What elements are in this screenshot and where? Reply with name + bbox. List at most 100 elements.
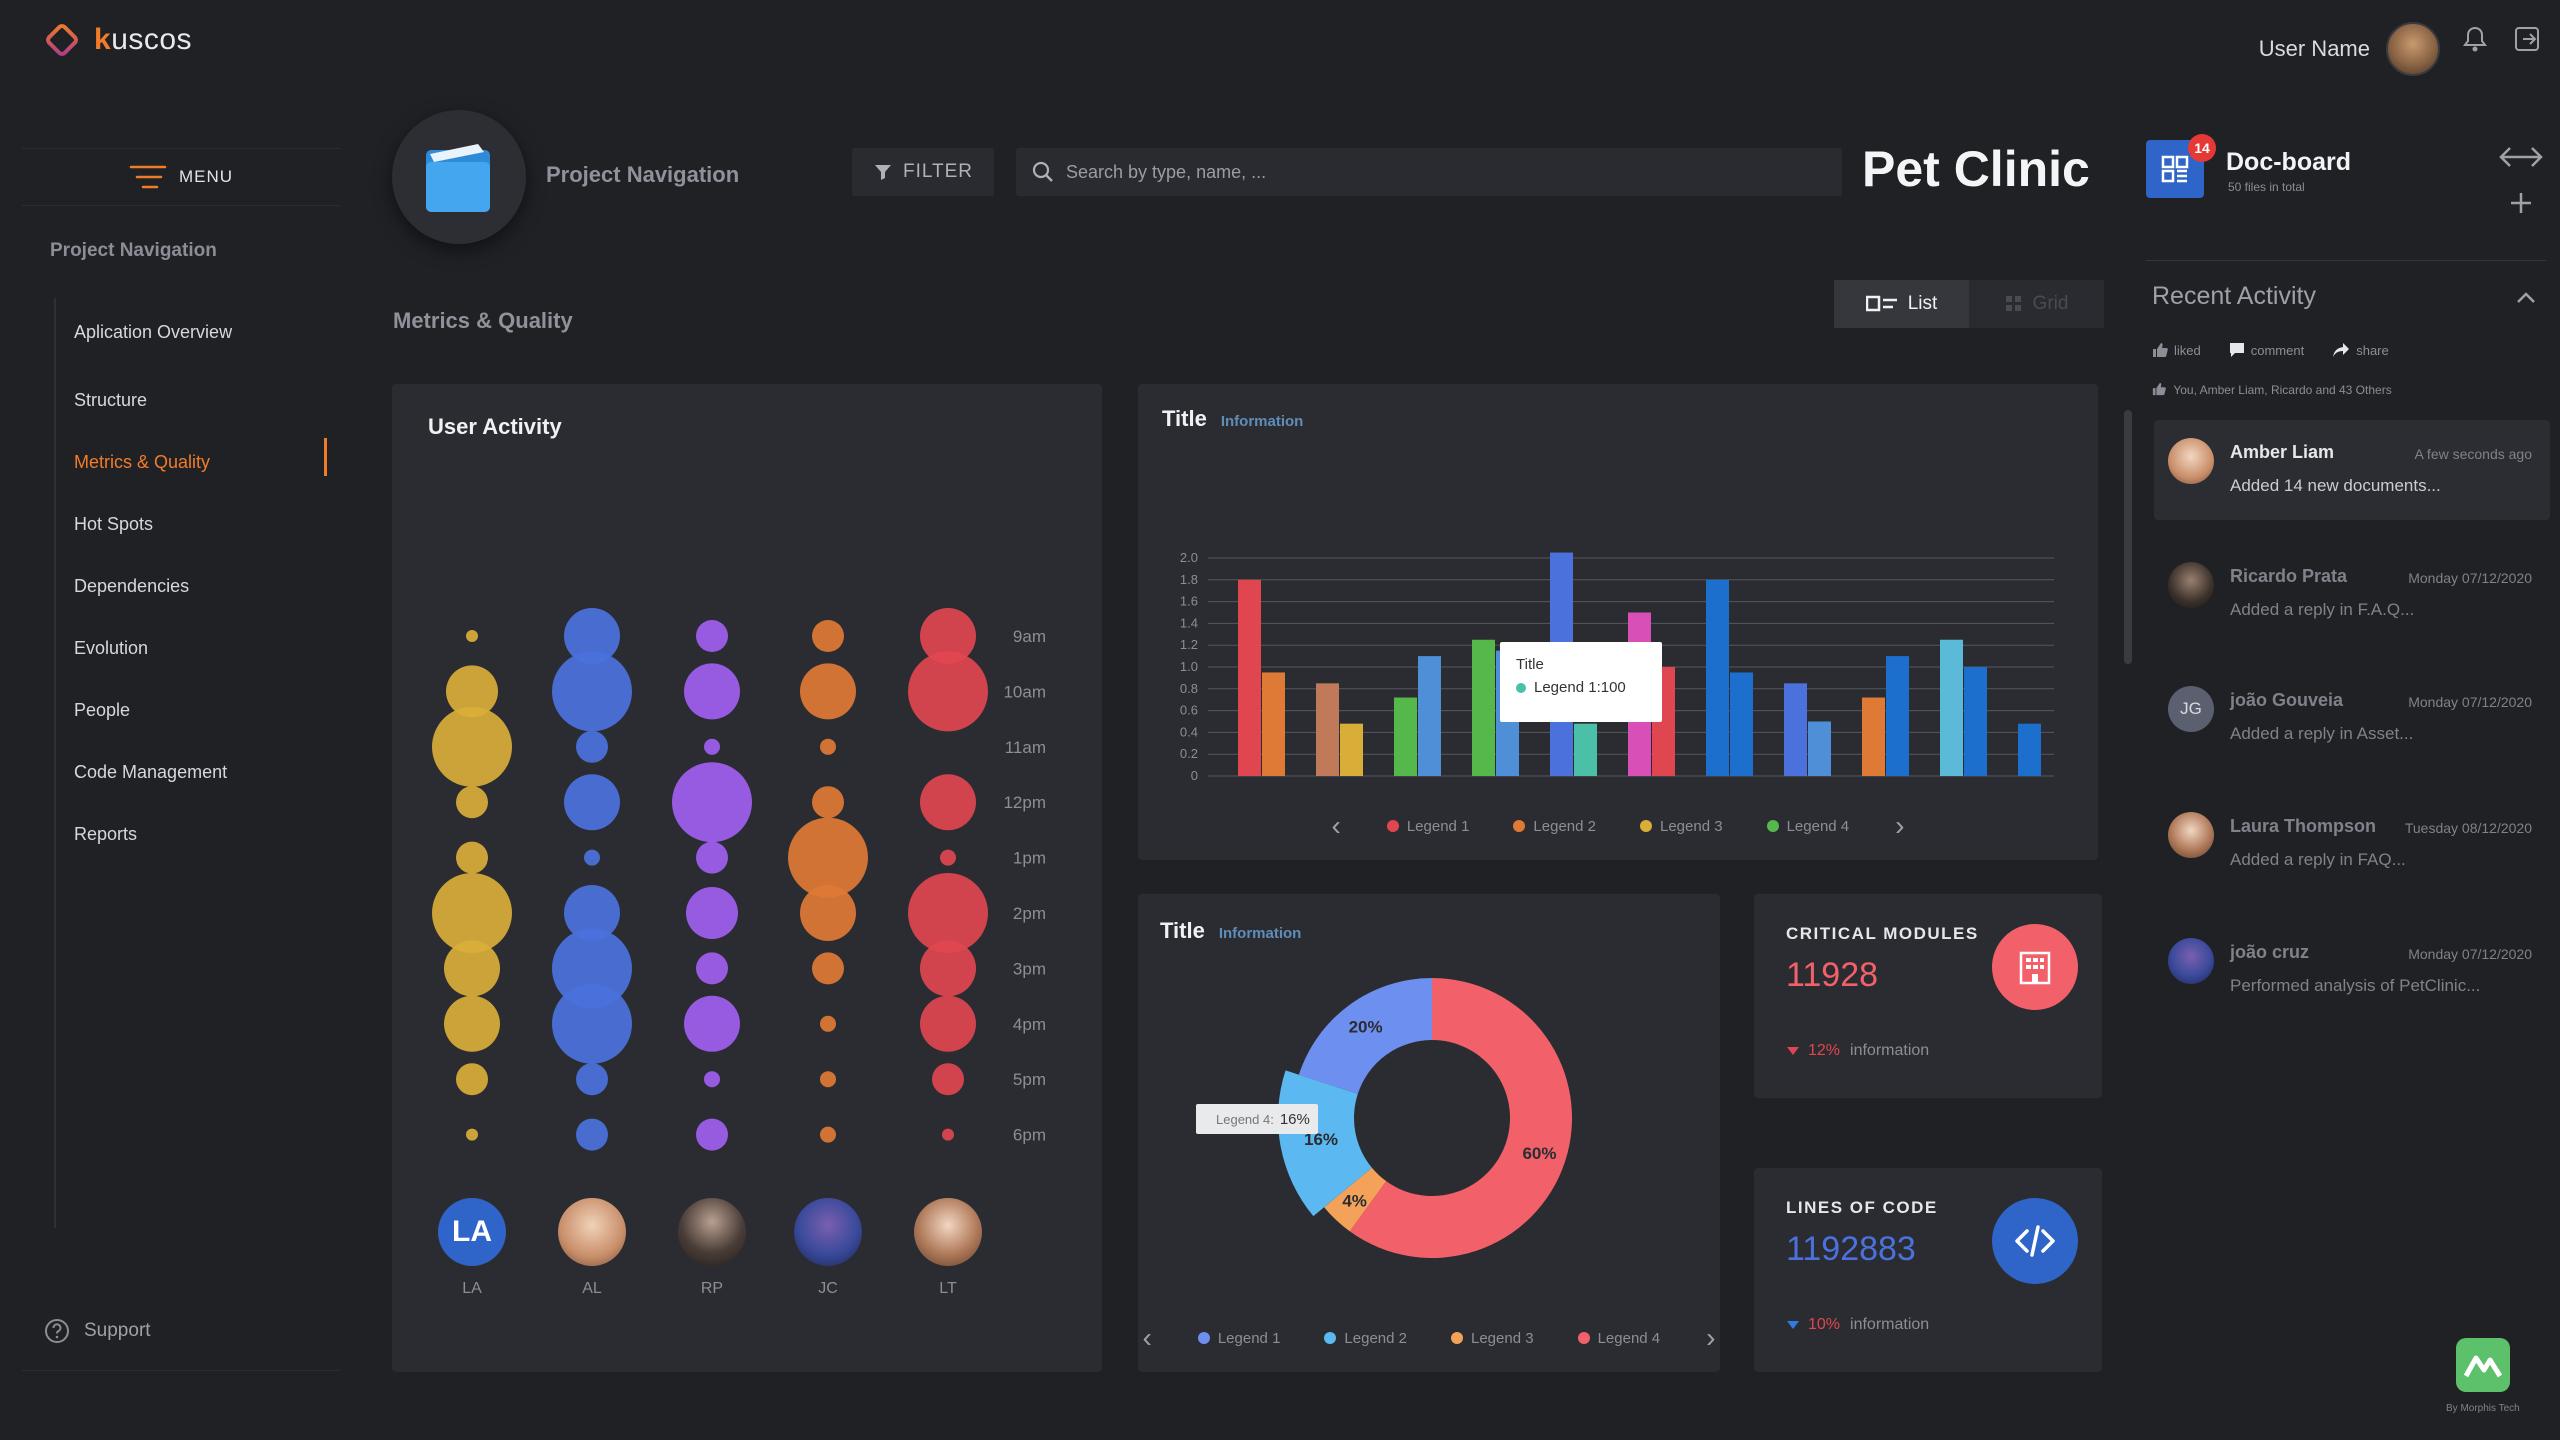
activity-bubble[interactable] — [696, 620, 728, 652]
bar[interactable] — [1730, 672, 1753, 776]
bar[interactable] — [1262, 672, 1285, 776]
activity-bubble[interactable] — [576, 730, 608, 763]
sidebar-item-code-management[interactable]: Code Management — [74, 762, 228, 782]
activity-bubble[interactable] — [696, 1118, 728, 1151]
activity-bubble[interactable] — [696, 841, 728, 874]
support-link[interactable]: Support — [44, 1318, 151, 1344]
legend-next-icon[interactable]: › — [1706, 1322, 1716, 1353]
search-input[interactable] — [1066, 161, 1826, 183]
activity-bubble[interactable] — [800, 663, 856, 720]
expand-horizontal-icon[interactable] — [2498, 142, 2544, 172]
activity-bubble[interactable] — [564, 608, 620, 664]
activity-bubble[interactable] — [788, 817, 868, 898]
activity-bubble[interactable] — [932, 1063, 964, 1096]
legend-item[interactable]: Legend 3 — [1640, 818, 1723, 835]
menu-toggle[interactable]: MENU — [22, 148, 340, 206]
sidebar-item-aplication-overview[interactable]: Aplication Overview — [74, 322, 233, 342]
activity-bubble[interactable] — [466, 630, 478, 642]
user-avatar-rp[interactable] — [678, 1198, 746, 1266]
grid-view-button[interactable]: Grid — [1969, 280, 2104, 328]
activity-bubble[interactable] — [552, 651, 632, 732]
bar[interactable] — [1784, 683, 1807, 776]
chevron-up-icon[interactable] — [2516, 290, 2536, 304]
sidebar-item-structure[interactable]: Structure — [74, 390, 148, 410]
lines-of-code-card[interactable]: LINES OF CODE 1192883 10% information — [1754, 1168, 2102, 1372]
donut-slice[interactable] — [1298, 978, 1432, 1094]
bar[interactable] — [1940, 639, 1963, 776]
activity-bubble[interactable] — [920, 995, 976, 1052]
activity-bubble[interactable] — [456, 786, 488, 819]
user-avatar-jc[interactable] — [794, 1198, 862, 1266]
activity-bubble[interactable] — [696, 952, 728, 985]
project-icon-badge[interactable] — [392, 110, 526, 244]
activity-bubble[interactable] — [920, 774, 976, 831]
activity-item[interactable]: Ricardo Prata Monday 07/12/2020 Added a re… — [2154, 544, 2550, 644]
app-logo[interactable]: kuscos — [42, 20, 192, 60]
activity-bubble[interactable] — [576, 1063, 608, 1096]
legend-next-icon[interactable]: › — [1895, 810, 1905, 841]
activity-bubble[interactable] — [432, 706, 512, 787]
activity-item[interactable]: JG joão Gouveia Monday 07/12/2020 Added a r… — [2154, 668, 2550, 768]
activity-bubble[interactable] — [456, 1063, 488, 1096]
activity-bubble[interactable] — [812, 786, 844, 819]
bar[interactable] — [1472, 639, 1495, 776]
bar[interactable] — [1340, 723, 1363, 776]
activity-bubble[interactable] — [908, 873, 988, 953]
legend-prev-icon[interactable]: ‹ — [1331, 810, 1341, 841]
activity-bubble[interactable] — [564, 774, 620, 831]
activity-bubble[interactable] — [800, 885, 856, 941]
activity-bubble[interactable] — [584, 849, 600, 866]
activity-bubble[interactable] — [920, 608, 976, 664]
bar[interactable] — [1574, 723, 1597, 776]
user-avatar-al[interactable] — [558, 1198, 626, 1266]
legend-item[interactable]: Legend 3 — [1451, 1330, 1534, 1347]
legend-prev-icon[interactable]: ‹ — [1142, 1322, 1152, 1353]
legend-item[interactable]: Legend 4 — [1766, 818, 1849, 835]
activity-item[interactable]: Amber Liam A few seconds ago Added 14 new … — [2154, 420, 2550, 520]
user-avatar-la[interactable]: LA — [438, 1198, 506, 1266]
critical-modules-card[interactable]: CRITICAL MODULES 11928 12% information — [1754, 894, 2102, 1098]
activity-bubble[interactable] — [446, 665, 498, 718]
activity-bubble[interactable] — [820, 1015, 836, 1032]
activity-bubble[interactable] — [466, 1128, 478, 1141]
sidebar-item-hot-spots[interactable]: Hot Spots — [74, 514, 154, 534]
donut-slice[interactable] — [1324, 1167, 1387, 1232]
activity-item[interactable]: joão cruz Monday 07/12/2020 Performed anal… — [2154, 920, 2550, 1020]
activity-bubble[interactable] — [672, 762, 752, 843]
bar[interactable] — [1238, 579, 1261, 776]
activity-bubble[interactable] — [812, 620, 844, 652]
activity-bubble[interactable] — [940, 849, 956, 866]
sidebar-item-dependencies[interactable]: Dependencies — [74, 576, 190, 596]
sidebar-item-people[interactable]: People — [74, 700, 131, 720]
activity-bubble[interactable] — [920, 940, 976, 997]
filter-button[interactable]: FILTER — [852, 148, 994, 196]
activity-bubble[interactable] — [684, 995, 740, 1052]
activity-bubble[interactable] — [686, 887, 738, 939]
activity-bubble[interactable] — [704, 1071, 720, 1088]
bar[interactable] — [1862, 697, 1885, 776]
share-action[interactable]: share — [2332, 342, 2389, 358]
activity-bubble[interactable] — [684, 663, 740, 720]
activity-bubble[interactable] — [576, 1118, 608, 1151]
bar[interactable] — [1808, 721, 1831, 777]
bar[interactable] — [1394, 697, 1417, 776]
legend-item[interactable]: Legend 2 — [1513, 818, 1596, 835]
activity-bubble[interactable] — [552, 983, 632, 1064]
list-view-button[interactable]: List — [1834, 280, 1969, 328]
activity-bubble[interactable] — [456, 841, 488, 874]
legend-item[interactable]: Legend 1 — [1386, 818, 1469, 835]
activity-bubble[interactable] — [812, 952, 844, 985]
legend-item[interactable]: Legend 2 — [1324, 1330, 1407, 1347]
bar[interactable] — [1316, 683, 1339, 776]
activity-bubble[interactable] — [820, 1071, 836, 1088]
bell-icon[interactable] — [2460, 24, 2490, 54]
activity-bubble[interactable] — [942, 1128, 954, 1141]
bar[interactable] — [1706, 579, 1729, 776]
sidebar-item-reports[interactable]: Reports — [74, 824, 138, 844]
bar[interactable] — [2018, 723, 2041, 776]
activity-bubble[interactable] — [552, 928, 632, 1009]
user-avatar-lt[interactable] — [914, 1198, 982, 1266]
add-icon[interactable] — [2508, 190, 2534, 216]
legend-item[interactable]: Legend 4 — [1577, 1330, 1660, 1347]
main-scrollbar[interactable] — [2124, 410, 2132, 664]
